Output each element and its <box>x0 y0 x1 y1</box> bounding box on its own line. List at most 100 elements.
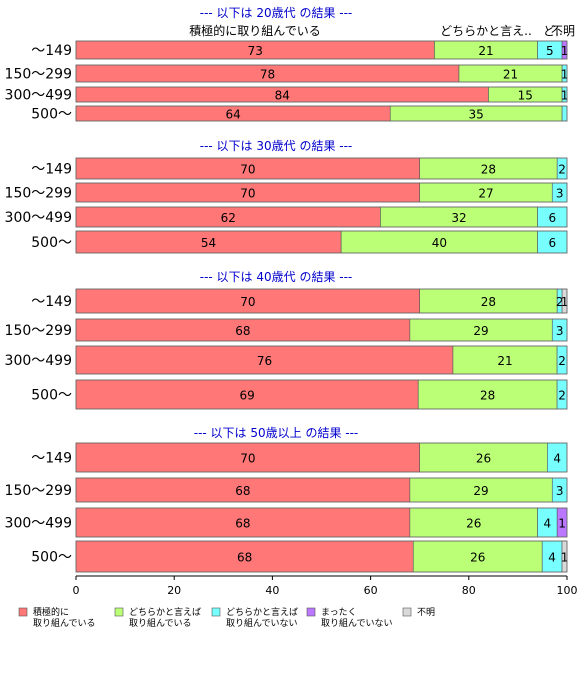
data-label: 68 <box>235 517 250 531</box>
top-header-label: ど.. <box>543 24 563 38</box>
bar-frame <box>75 477 568 503</box>
bar-segment <box>75 507 411 538</box>
legend-label: どちらかと言えば取り組んでいない <box>226 606 298 629</box>
data-label: 29 <box>473 484 488 498</box>
bar-frame <box>75 379 568 410</box>
data-label: 84 <box>275 89 290 103</box>
top-header-labels: 積極的に取り組んでいる どちらかと言え.. ど..不明 <box>189 23 575 38</box>
data-label: 27 <box>478 187 493 201</box>
data-label: 68 <box>235 484 250 498</box>
data-label: 21 <box>497 354 512 368</box>
bar-frame <box>75 64 568 83</box>
category-label: 500～ <box>31 107 72 123</box>
bar-segment <box>409 477 553 503</box>
legend-swatch <box>211 607 221 617</box>
data-label: 6 <box>548 211 556 225</box>
top-header-label: どちらかと言え.. <box>440 24 532 38</box>
data-label: 15 <box>518 89 533 103</box>
data-label: 28 <box>480 389 495 403</box>
bar-frame <box>75 318 568 342</box>
bar-segment <box>452 345 558 375</box>
category-label: 300～499 <box>5 88 72 104</box>
bar-frame <box>75 206 568 228</box>
bar-segment <box>419 442 548 473</box>
data-label: 29 <box>473 324 488 338</box>
data-label: 76 <box>257 354 272 368</box>
category-label: ～149 <box>31 451 72 467</box>
category-label: ～149 <box>31 294 72 310</box>
panel: --- 以下は 50歳以上 の結果 --- ～149 70 26 4 150～299 68 2… <box>5 426 568 573</box>
data-label: 70 <box>240 163 255 177</box>
bar-frame <box>75 182 568 203</box>
data-label: 70 <box>240 187 255 201</box>
data-label: 3 <box>556 324 564 338</box>
data-label: 26 <box>470 551 485 565</box>
bar-segment <box>75 442 421 473</box>
data-label: 1 <box>561 44 569 58</box>
bar-frame <box>75 40 568 60</box>
category-label: 150～299 <box>5 323 72 339</box>
top-header-label: 不明 <box>551 24 575 38</box>
data-label: 70 <box>240 295 255 309</box>
top-header-label: 積極的に取り組んでいる <box>189 23 320 38</box>
data-label: 64 <box>225 108 240 122</box>
category-label: 150～299 <box>5 67 72 83</box>
data-label: 70 <box>240 452 255 466</box>
category-label: 300～499 <box>5 516 72 532</box>
category-label: 500～ <box>31 388 72 404</box>
bar-frame <box>75 157 568 180</box>
panel: --- 以下は 30歳代 の結果 --- ～149 70 28 2 150～299 70 27… <box>5 139 568 254</box>
data-label: 21 <box>478 44 493 58</box>
data-label: 1 <box>561 89 569 103</box>
data-label: 3 <box>556 484 564 498</box>
legend-label: 積極的に取り組んでいる <box>33 606 96 629</box>
data-label: 6 <box>548 236 556 250</box>
panel-title: --- 以下は 50歳以上 の結果 --- <box>194 426 359 440</box>
legend-label: まったく取り組んでいない <box>321 607 393 629</box>
x-tick-label: 0 <box>73 584 80 597</box>
data-label: 78 <box>260 68 275 82</box>
category-label: 150～299 <box>5 483 72 499</box>
legend-swatch <box>306 607 316 617</box>
legend-item: どちらかと言えば取り組んでいる <box>114 606 201 629</box>
data-label: 54 <box>201 236 216 250</box>
bar-segment <box>561 105 568 122</box>
legend-item: まったく取り組んでいない <box>306 607 393 629</box>
bar-frame <box>75 345 568 375</box>
x-tick-label: 60 <box>364 584 378 597</box>
data-label: 26 <box>466 517 481 531</box>
legend-item: 積極的に取り組んでいる <box>18 606 96 629</box>
legend-item: 不明 <box>402 607 435 618</box>
bar-segment <box>412 540 543 573</box>
data-label: 2 <box>558 354 566 368</box>
x-axis: 0 20 40 60 80 100 <box>73 575 578 597</box>
data-label: 32 <box>451 211 466 225</box>
data-label: 62 <box>221 211 236 225</box>
data-label: 28 <box>481 295 496 309</box>
panel-title: --- 以下は 20歳代 の結果 --- <box>200 6 353 20</box>
data-label: 68 <box>235 324 250 338</box>
category-label: ～149 <box>31 162 72 178</box>
category-label: ～149 <box>31 43 72 59</box>
data-label: 26 <box>476 452 491 466</box>
bar-frame <box>75 86 568 103</box>
data-label: 2 <box>558 163 566 177</box>
legend-item: どちらかと言えば取り組んでいない <box>211 606 298 629</box>
data-label: 2 <box>558 389 566 403</box>
bar-frame <box>75 230 568 254</box>
data-label: 35 <box>469 108 484 122</box>
data-label: 4 <box>553 452 561 466</box>
x-tick-label: 100 <box>557 584 578 597</box>
bar-frame <box>75 442 568 473</box>
x-tick-label: 20 <box>167 584 181 597</box>
legend-swatch <box>18 607 28 617</box>
data-label: 2 <box>556 295 564 309</box>
category-label: 150～299 <box>5 186 72 202</box>
bar-frame <box>75 288 568 314</box>
x-tick-label: 40 <box>265 584 279 597</box>
bar-segment <box>419 288 558 314</box>
data-label: 1 <box>558 517 566 531</box>
